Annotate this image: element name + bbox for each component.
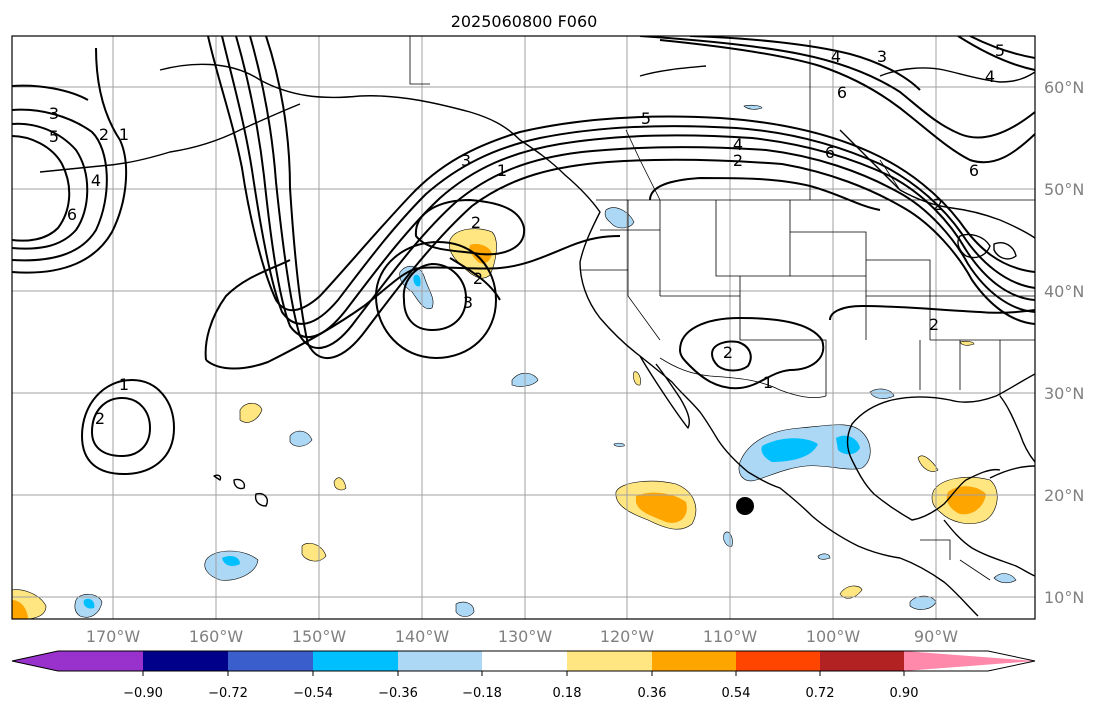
lat-label: 30°N xyxy=(1044,384,1084,403)
figure-title: 2025060800 F060 xyxy=(451,12,598,31)
colorbar-tick-label: −0.36 xyxy=(378,686,418,701)
contour-label: 2 xyxy=(471,213,481,232)
lon-label: 110°W xyxy=(703,627,758,646)
contour-label: 3 xyxy=(463,293,473,312)
contour-label: 6 xyxy=(837,83,847,102)
colorbar-tick-label: 0.54 xyxy=(722,686,751,701)
colorbar: −0.90 −0.72 −0.54 −0.36 −0.18 0.18 0.36 … xyxy=(11,650,1036,701)
longitude-axis: 170°W 160°W 150°W 140°W 130°W 120°W 110°… xyxy=(86,627,958,646)
contour-label: 2 xyxy=(473,269,483,288)
colorbar-segment xyxy=(58,651,143,671)
contour-labels: 3 5 2 1 4 6 3 2 1 2 3 2 5 4 2 6 4 3 4 6 … xyxy=(49,41,1005,428)
lon-label: 140°W xyxy=(395,627,450,646)
contour-label: 4 xyxy=(91,171,101,190)
lon-label: 100°W xyxy=(806,627,861,646)
contour-label: 1 xyxy=(763,373,773,392)
contour-label: 2 xyxy=(99,125,109,144)
contour-label: 2 xyxy=(933,195,943,214)
colorbar-segment xyxy=(820,651,904,671)
colorbar-segment xyxy=(567,651,652,671)
contour-label: 2 xyxy=(929,315,939,334)
contour-label: 4 xyxy=(985,67,995,86)
contour-label: 6 xyxy=(969,161,979,180)
contour-label: 1 xyxy=(497,161,507,180)
colorbar-outline xyxy=(11,650,1036,672)
contour-label: 4 xyxy=(733,135,743,154)
colorbar-segment xyxy=(398,651,482,671)
coastlines xyxy=(39,63,1035,617)
colorbar-segment xyxy=(652,651,736,671)
lon-label: 150°W xyxy=(292,627,347,646)
contour-lines xyxy=(12,36,1035,475)
contour-label: 4 xyxy=(831,47,841,66)
colorbar-segment xyxy=(736,651,820,671)
contour-label: 2 xyxy=(723,343,733,362)
contour-label: 5 xyxy=(49,127,59,146)
contour-label: 5 xyxy=(995,41,1005,60)
contour-label: 1 xyxy=(119,375,129,394)
contour-label: 3 xyxy=(461,151,471,170)
lon-label: 170°W xyxy=(86,627,141,646)
contour-label: 3 xyxy=(877,47,887,66)
map-frame xyxy=(11,35,1036,620)
latitude-axis: 60°N 50°N 40°N 30°N 20°N 10°N xyxy=(1044,78,1084,607)
contour-label: 2 xyxy=(733,151,743,170)
colorbar-segment xyxy=(482,651,567,671)
contour-label: 6 xyxy=(825,143,835,162)
colorbar-extend-left xyxy=(12,651,58,671)
lon-label: 130°W xyxy=(498,627,553,646)
lat-label: 40°N xyxy=(1044,282,1084,301)
colorbar-tick-label: 0.36 xyxy=(638,686,667,701)
colorbar-tick-label: −0.54 xyxy=(293,686,333,701)
contour-label: 2 xyxy=(95,409,105,428)
lon-label: 160°W xyxy=(189,627,244,646)
contour-label: 6 xyxy=(67,205,77,224)
colorbar-extend-right xyxy=(904,651,1035,671)
colorbar-tick-label: −0.18 xyxy=(462,686,502,701)
lat-label: 10°N xyxy=(1044,588,1084,607)
lon-label: 90°W xyxy=(914,627,958,646)
contour-label: 3 xyxy=(49,104,59,123)
contour-label: 1 xyxy=(119,125,129,144)
lon-label: 120°W xyxy=(600,627,655,646)
colorbar-tick-label: 0.72 xyxy=(806,686,835,701)
colorbar-tick-label: 0.18 xyxy=(553,686,582,701)
lat-label: 60°N xyxy=(1044,78,1084,97)
colorbar-segment xyxy=(228,651,313,671)
location-marker xyxy=(736,497,754,515)
colorbar-tick-label: 0.90 xyxy=(890,686,919,701)
colorbar-segment xyxy=(143,651,228,671)
colorbar-segment xyxy=(313,651,398,671)
colorbar-tick-label: −0.90 xyxy=(123,686,163,701)
lat-label: 50°N xyxy=(1044,180,1084,199)
map-background xyxy=(12,36,1035,619)
colorbar-tick-label: −0.72 xyxy=(208,686,248,701)
lat-label: 20°N xyxy=(1044,486,1084,505)
contour-label: 5 xyxy=(641,109,651,128)
